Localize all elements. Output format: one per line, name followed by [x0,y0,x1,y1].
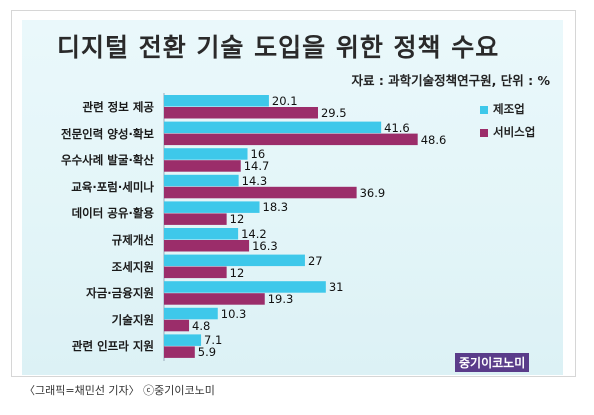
category-label: 관련 정보 제공 [82,100,155,114]
value-label-manufacturing: 31 [328,280,344,295]
value-label-manufacturing: 10.3 [220,306,247,321]
category-label: 규제개선 [111,233,154,247]
value-label-manufacturing: 16 [250,147,266,162]
value-label-manufacturing: 7.1 [204,333,223,348]
legend-item-manufacturing: 제조업 [480,101,525,117]
value-label-service: 4.8 [192,318,211,333]
bar-service [164,186,357,199]
category-label: 자금·금융지원 [86,286,154,301]
value-label-service: 19.3 [267,292,294,307]
bar-service [164,133,418,146]
bar-manufacturing [164,334,202,346]
source-note: 자료 : 과학기술정책연구원, 단위 : % [351,73,550,88]
value-label-manufacturing: 18.3 [262,200,289,215]
bar-manufacturing [164,174,239,187]
watermark-logo: 중기이코노미 [455,353,530,372]
bar-service [164,319,190,332]
category-label: 기술지원 [111,312,154,327]
legend-label-manufacturing: 제조업 [493,102,525,116]
value-label-service: 12 [229,265,245,280]
bar-manufacturing [164,281,326,293]
bar-manufacturing [164,148,248,160]
legend-swatch-service [480,128,488,137]
bar-manufacturing [164,228,239,240]
bar-manufacturing [164,95,269,107]
value-label-service: 12 [229,212,245,227]
image-caption: 〈그래픽=채민선 기자〉 ⓒ중기이코노미 [24,384,215,397]
bar-service [164,213,227,225]
category-label: 관련 인프라 지원 [71,339,154,354]
value-label-manufacturing: 14.3 [241,173,268,188]
value-label-manufacturing: 20.1 [271,94,298,108]
value-label-service: 16.3 [252,239,278,253]
legend-item-service: 서비스업 [480,124,535,140]
bar-manufacturing [164,307,218,320]
chart-title: 디지털 전환 기술 도입을 위한 정책 수요 [57,33,500,62]
value-label-service: 48.6 [420,132,447,147]
category-label: 데이터 공유·활용 [71,206,154,221]
value-label-manufacturing: 41.6 [384,120,410,135]
bar-manufacturing [164,201,260,213]
legend-swatch-manufacturing [480,105,488,114]
category-label: 조세지원 [111,259,154,274]
bar-manufacturing [164,254,305,267]
bar-service [164,266,227,279]
value-label-service: 5.9 [197,345,217,360]
category-label: 교육·포럼·세미나 [71,179,154,194]
bar-service [164,293,265,305]
legend-label-service: 서비스업 [493,125,536,139]
value-label-service: 36.9 [359,185,386,200]
value-label-manufacturing: 27 [307,253,323,268]
value-label-manufacturing: 14.2 [241,227,267,241]
category-label: 전문인력 양성·확보 [60,126,154,141]
bar-service [164,160,241,172]
bar-service [164,240,250,252]
bar-service [164,107,318,119]
value-label-service: 29.5 [320,106,347,120]
value-label-service: 14.7 [243,159,270,174]
category-label: 우수사례 발굴·확산 [60,153,154,168]
bar-manufacturing [164,121,382,134]
bar-service [164,346,195,358]
